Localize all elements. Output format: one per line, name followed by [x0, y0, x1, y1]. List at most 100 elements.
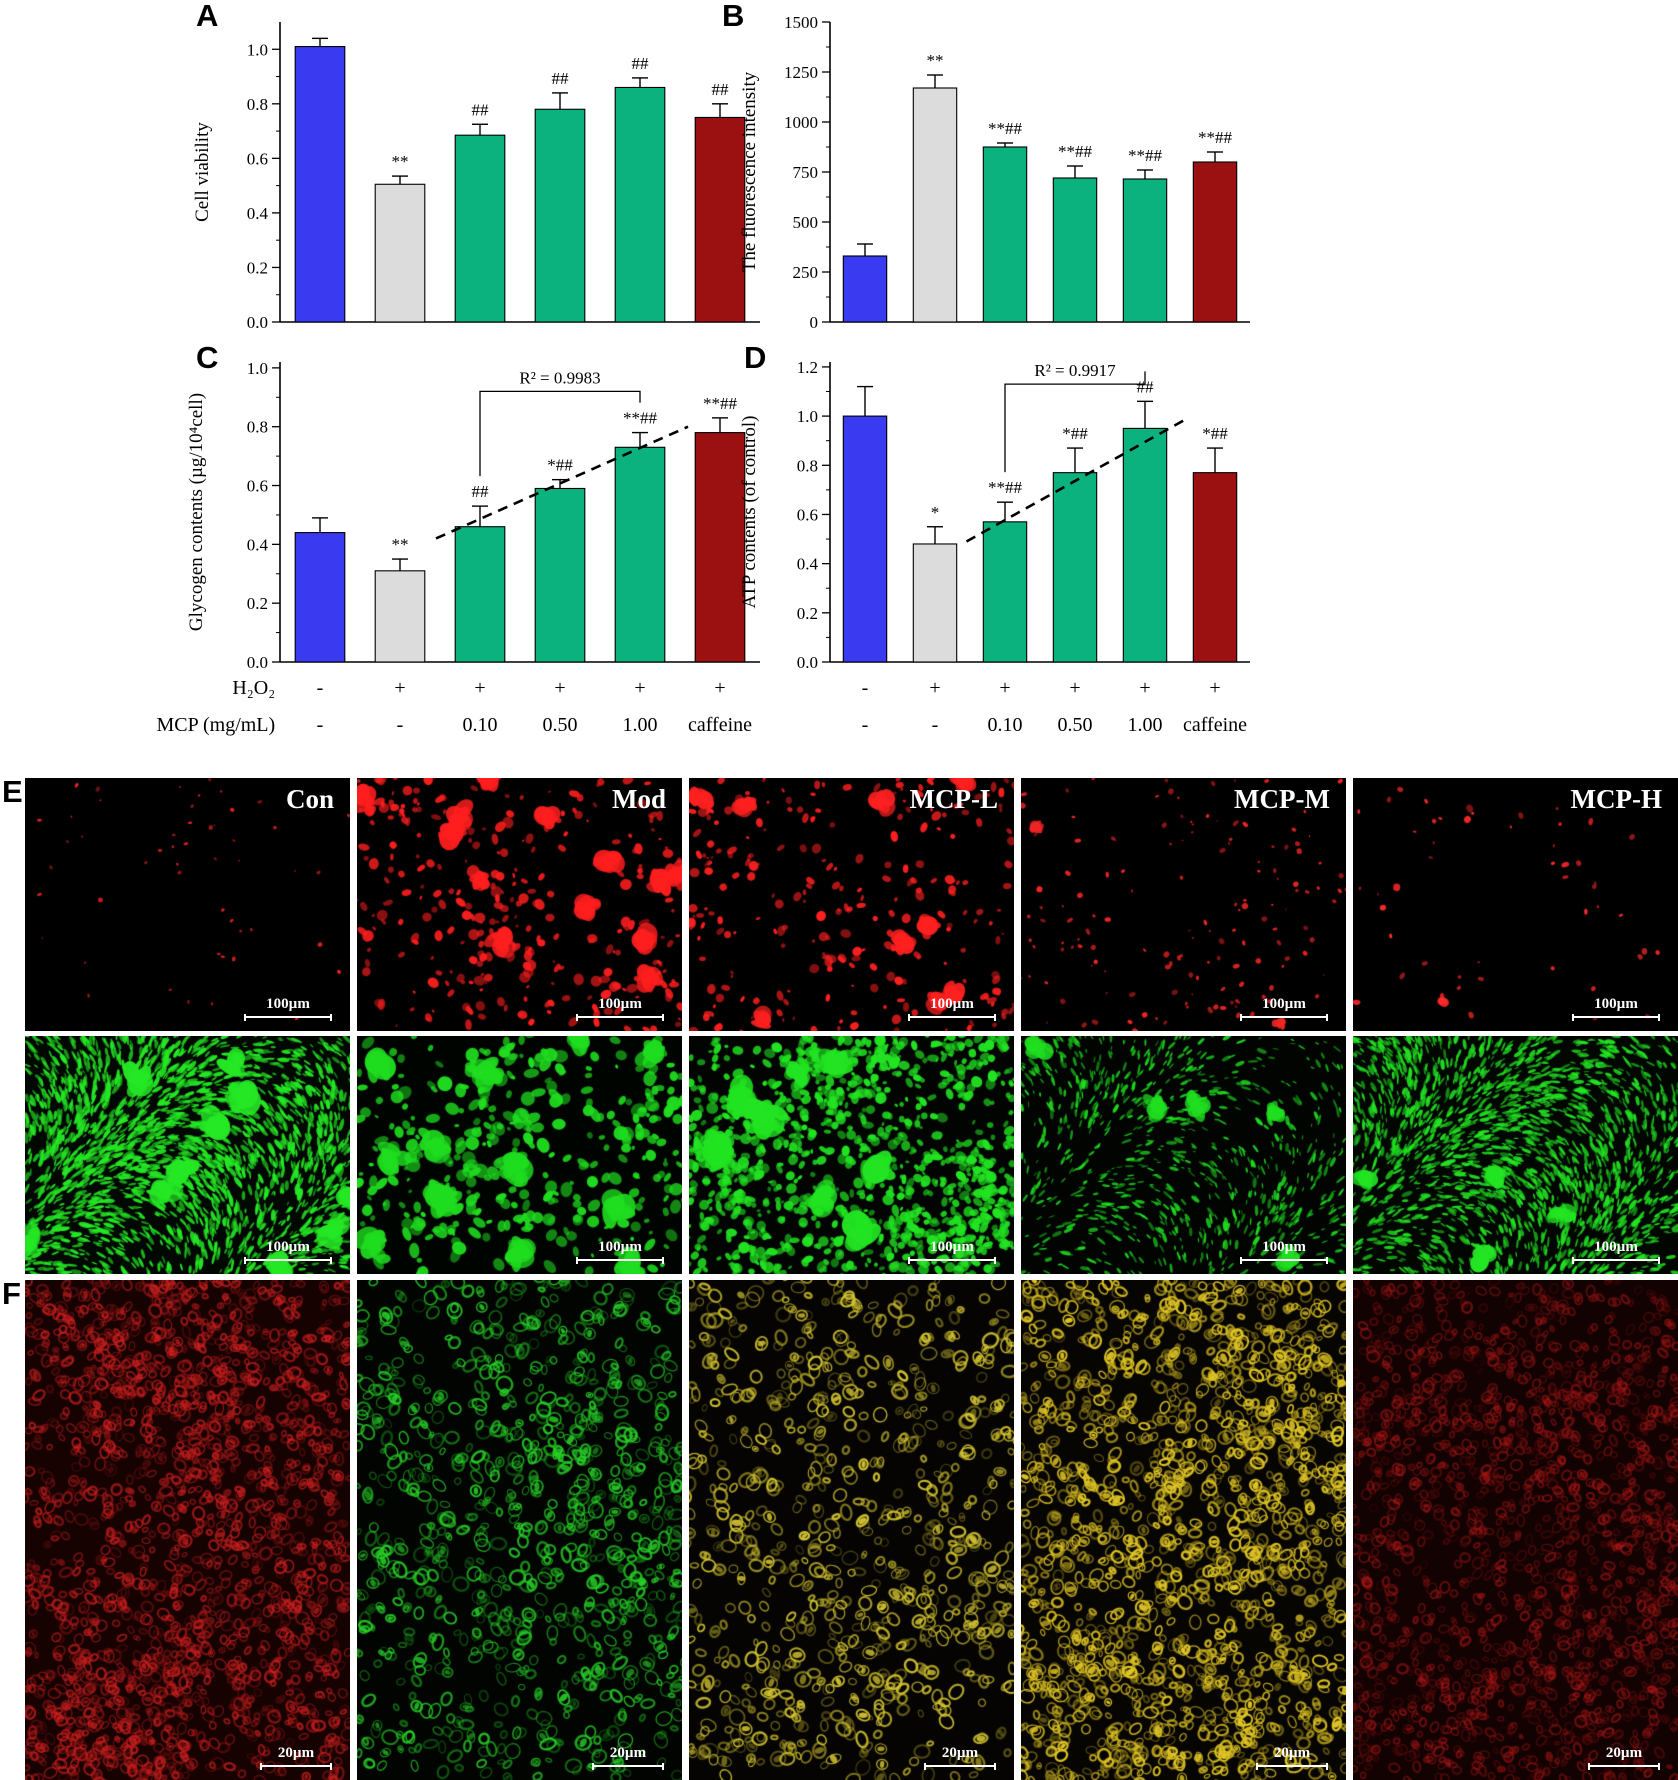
svg-text:##: ## — [632, 54, 650, 73]
svg-text:+: + — [1209, 677, 1220, 699]
scale-bar-text: 100µm — [1594, 1238, 1638, 1255]
svg-text:+: + — [714, 677, 725, 699]
micrograph-f-mcp-h: 20µm — [1353, 1280, 1678, 1780]
svg-text:##: ## — [552, 69, 570, 88]
micrograph-dead-mcp-l: MCP-L 100µm — [689, 778, 1014, 1031]
micrograph-dead-mod: Mod 100µm — [357, 778, 682, 1031]
scale-bar: 20µm — [260, 1744, 332, 1770]
micrograph-dead-mcp-h: MCP-H 100µm — [1353, 778, 1678, 1031]
svg-text:**##: **## — [703, 394, 738, 413]
scale-bar-line — [924, 1763, 996, 1770]
scale-bar-line — [244, 1014, 332, 1021]
micrograph-live-mcp-l: 100µm — [689, 1036, 1014, 1274]
svg-text:1.00: 1.00 — [1128, 714, 1163, 736]
svg-text:**##: **## — [1058, 142, 1093, 161]
svg-text:-: - — [862, 714, 869, 736]
svg-text:**##: **## — [1128, 146, 1163, 165]
svg-text:Glycogen contents (µg/10⁴cell): Glycogen contents (µg/10⁴cell) — [186, 393, 207, 631]
scale-bar-text: 100µm — [1594, 995, 1638, 1012]
chart-glycogen-contents: 0.0 0.2 0.4 0.6 0.8 1.0 Glycogen contents (µg/… — [156, 359, 760, 736]
svg-text:0.2: 0.2 — [797, 604, 818, 623]
panel-label-e: E — [2, 774, 23, 809]
panel-label-a: A — [196, 0, 219, 33]
micrograph-label: Con — [285, 784, 334, 814]
svg-text:0.10: 0.10 — [988, 714, 1023, 736]
scale-bar-line — [1240, 1257, 1328, 1264]
svg-text:+: + — [1139, 677, 1150, 699]
svg-text:0.6: 0.6 — [247, 477, 268, 496]
scale-bar-line — [260, 1763, 332, 1770]
scale-bar: 100µm — [1572, 1238, 1660, 1264]
svg-text:**: ** — [392, 535, 409, 554]
scale-bar-text: 20µm — [1605, 1744, 1643, 1761]
chart-fluorescence-intensity: 0 250 500 750 1000 1250 1500 The fluorescence i… — [739, 13, 1250, 332]
svg-text:1.0: 1.0 — [797, 407, 818, 426]
micrograph-dead-mcp-m: MCP-M 100µm — [1021, 778, 1346, 1031]
scale-bar-line — [908, 1257, 996, 1264]
scale-bar-text: 100µm — [930, 995, 974, 1012]
scale-bar-line — [576, 1257, 664, 1264]
scale-bar-text: 100µm — [598, 1238, 642, 1255]
scale-bar-text: 100µm — [930, 1238, 974, 1255]
svg-text:H₂O₂: H₂O₂ — [232, 677, 275, 699]
svg-text:0.0: 0.0 — [797, 653, 818, 672]
panel-label-f: F — [2, 1276, 21, 1311]
svg-text:0.10: 0.10 — [463, 714, 498, 736]
chart-atp-contents: 0.0 0.2 0.4 0.6 0.8 1.0 1.2 ATP contents (of co… — [739, 358, 1250, 736]
scale-bar-text: 20µm — [609, 1744, 647, 1761]
scale-bar-line — [908, 1014, 996, 1021]
micrograph-f-con: 20µm — [25, 1280, 350, 1780]
scale-bar-line — [1572, 1257, 1660, 1264]
svg-text:1250: 1250 — [784, 63, 818, 82]
scale-bar-text: 100µm — [1262, 1238, 1306, 1255]
svg-text:500: 500 — [793, 213, 819, 232]
scale-bar-text: 20µm — [941, 1744, 979, 1761]
svg-text:*##: *## — [1202, 424, 1228, 443]
scale-bar-line — [1572, 1014, 1660, 1021]
svg-text:1.0: 1.0 — [247, 40, 268, 59]
svg-text:R² = 0.9983: R² = 0.9983 — [519, 368, 600, 387]
scale-bar: 100µm — [1572, 995, 1660, 1021]
svg-text:1.00: 1.00 — [623, 714, 658, 736]
svg-text:+: + — [474, 677, 485, 699]
svg-text:-: - — [317, 677, 324, 699]
svg-text:1000: 1000 — [784, 113, 818, 132]
svg-text:*##: *## — [1062, 424, 1088, 443]
micrograph-image — [25, 778, 350, 1031]
micrograph-image — [689, 1036, 1014, 1274]
micrograph-image — [1021, 778, 1346, 1031]
svg-text:0.6: 0.6 — [797, 505, 818, 524]
micrograph-label: MCP-M — [1234, 784, 1330, 814]
scale-bar-line — [592, 1763, 664, 1770]
scale-bar-text: 20µm — [277, 1744, 315, 1761]
scale-bar-text: 100µm — [598, 995, 642, 1012]
micrograph-image — [25, 1280, 350, 1780]
scale-bar: 20µm — [1588, 1744, 1660, 1770]
svg-text:-: - — [317, 714, 324, 736]
micrograph-image — [357, 1036, 682, 1274]
scale-bar: 20µm — [592, 1744, 664, 1770]
scale-bar-line — [1256, 1763, 1328, 1770]
svg-text:-: - — [397, 714, 404, 736]
svg-text:+: + — [634, 677, 645, 699]
svg-text:0.4: 0.4 — [797, 555, 819, 574]
svg-text:0.6: 0.6 — [247, 149, 268, 168]
scale-bar: 100µm — [1240, 996, 1328, 1021]
svg-text:##: ## — [1137, 377, 1155, 396]
scale-bar-text: 100µm — [266, 1238, 310, 1255]
scale-bar-text: 100µm — [266, 995, 310, 1012]
svg-text:##: ## — [472, 100, 490, 119]
scale-bar: 20µm — [1256, 1744, 1328, 1770]
svg-text:+: + — [999, 677, 1010, 699]
micrograph-label: Mod — [612, 784, 666, 814]
micrograph-image — [689, 778, 1014, 1031]
micrograph-image — [357, 778, 682, 1031]
micrograph-image — [1021, 1280, 1346, 1780]
micrograph-image — [1353, 1036, 1678, 1274]
svg-text:+: + — [394, 677, 405, 699]
scale-bar-text: 20µm — [1273, 1744, 1311, 1761]
svg-text:-: - — [932, 714, 939, 736]
svg-text:1.2: 1.2 — [797, 358, 818, 377]
scale-bar-line — [576, 1014, 664, 1021]
